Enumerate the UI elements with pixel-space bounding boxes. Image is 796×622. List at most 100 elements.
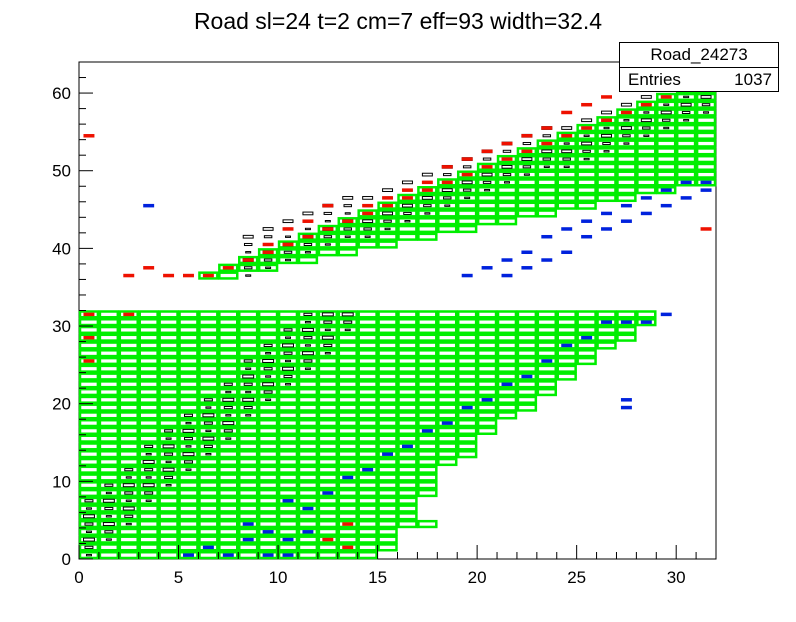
road-box-lower-cell bbox=[138, 325, 159, 335]
occupancy-box bbox=[683, 119, 690, 122]
road-box-lower-cell bbox=[138, 318, 159, 327]
road-box-lower-cell bbox=[277, 488, 299, 498]
occupancy-box bbox=[623, 142, 630, 145]
road-box-lower-cell bbox=[118, 372, 139, 381]
road-box-lower-cell bbox=[178, 512, 199, 521]
road-box-upper-cell bbox=[516, 162, 538, 171]
road-box-upper-cell bbox=[496, 154, 518, 164]
blue-hit bbox=[282, 553, 294, 557]
road-box-lower-cell bbox=[98, 442, 120, 451]
road-box-upper-cell bbox=[636, 123, 657, 133]
road-box-upper-cell bbox=[675, 116, 697, 125]
occupancy-box bbox=[561, 126, 573, 130]
road-box-lower-cell bbox=[337, 473, 358, 482]
road-box-lower-cell bbox=[616, 310, 637, 319]
road-box-lower-cell bbox=[377, 519, 398, 529]
road-box-lower-cell bbox=[198, 488, 219, 498]
blue-hit bbox=[620, 398, 632, 402]
road-box-lower-cell bbox=[516, 387, 538, 397]
occupancy-box bbox=[581, 141, 593, 146]
road-box-lower-cell bbox=[456, 356, 478, 366]
red-hit bbox=[441, 180, 453, 185]
road-box-lower-cell bbox=[337, 543, 358, 552]
road-box-lower-cell bbox=[357, 457, 378, 467]
road-box-upper-cell bbox=[456, 224, 478, 234]
road-box-lower-cell bbox=[98, 434, 120, 443]
red-hit bbox=[382, 196, 394, 200]
road-box-lower-cell bbox=[277, 318, 299, 327]
road-box-upper-cell bbox=[675, 154, 697, 164]
occupancy-box bbox=[122, 506, 135, 511]
road-box-lower-cell bbox=[198, 310, 219, 319]
occupancy-box bbox=[364, 235, 371, 238]
road-box-upper-cell bbox=[636, 154, 657, 164]
road-box-lower-cell bbox=[98, 527, 120, 536]
y-tick-label: 60 bbox=[52, 84, 71, 103]
road-box-upper-cell bbox=[496, 193, 518, 203]
road-box-lower-cell bbox=[238, 481, 259, 490]
road-box-lower-cell bbox=[297, 519, 319, 529]
road-box-lower-cell bbox=[158, 488, 179, 498]
blue-hit bbox=[680, 196, 692, 200]
road-box-lower-cell bbox=[118, 418, 139, 428]
red-hit bbox=[123, 312, 135, 317]
road-box-lower-cell bbox=[158, 318, 179, 327]
road-box-upper-cell bbox=[536, 201, 557, 210]
road-box-upper-cell bbox=[636, 170, 657, 179]
road-box-lower-cell bbox=[238, 457, 259, 467]
road-box-lower-cell bbox=[357, 543, 378, 552]
x-tick-label: 0 bbox=[74, 568, 83, 587]
road-box-lower-cell bbox=[417, 411, 438, 420]
road-box-lower-cell bbox=[417, 333, 438, 342]
occupancy-box bbox=[643, 111, 650, 114]
road-box-upper-cell bbox=[437, 224, 458, 234]
road-box-upper-cell bbox=[636, 186, 657, 195]
road-box-lower-cell bbox=[337, 550, 358, 560]
occupancy-box bbox=[84, 545, 94, 549]
road-box-lower-cell bbox=[218, 426, 239, 435]
occupancy-box bbox=[164, 475, 174, 480]
occupancy-box bbox=[542, 157, 552, 161]
road-box-lower-cell bbox=[78, 411, 100, 420]
road-box-lower-cell bbox=[337, 535, 358, 544]
road-box-lower-cell bbox=[218, 411, 239, 420]
road-box-upper-cell bbox=[576, 178, 597, 187]
occupancy-box bbox=[102, 522, 115, 527]
road-box-lower-cell bbox=[98, 465, 120, 474]
road-box-upper-cell bbox=[616, 139, 637, 148]
road-box-lower-cell bbox=[397, 488, 418, 498]
road-box-lower-cell bbox=[78, 349, 100, 358]
road-box-lower-cell bbox=[496, 411, 518, 420]
road-box-lower-cell bbox=[297, 349, 319, 358]
road-box-lower-cell bbox=[317, 450, 339, 459]
occupancy-box bbox=[102, 498, 115, 503]
road-box-upper-cell bbox=[437, 193, 458, 203]
road-box-lower-cell bbox=[257, 356, 279, 366]
road-box-lower-cell bbox=[317, 434, 339, 443]
road-box-lower-cell bbox=[118, 310, 139, 319]
road-box-lower-cell bbox=[417, 465, 438, 474]
road-box-upper-cell bbox=[357, 217, 378, 226]
road-box-lower-cell bbox=[357, 403, 378, 412]
occupancy-box bbox=[85, 507, 92, 510]
blue-hit bbox=[561, 250, 573, 255]
road-box-lower-cell bbox=[238, 341, 259, 350]
road-box-lower-cell bbox=[118, 434, 139, 443]
road-box-lower-cell bbox=[437, 356, 458, 366]
road-box-lower-cell bbox=[576, 318, 597, 327]
road-box-lower-cell bbox=[556, 356, 577, 366]
road-box-upper-cell bbox=[397, 209, 418, 218]
road-box-lower-cell bbox=[417, 457, 438, 467]
road-box-lower-cell bbox=[138, 550, 159, 560]
red-hit bbox=[302, 219, 314, 223]
road-box-lower-cell bbox=[357, 450, 378, 459]
road-box-lower-cell bbox=[178, 387, 199, 397]
occupancy-box bbox=[122, 483, 135, 488]
occupancy-box bbox=[502, 149, 512, 153]
road-box-upper-cell bbox=[496, 217, 518, 226]
road-box-lower-cell bbox=[198, 333, 219, 342]
occupancy-box bbox=[523, 173, 530, 176]
road-box-lower-cell bbox=[297, 418, 319, 428]
road-box-lower-cell bbox=[476, 411, 498, 420]
road-box-lower-cell bbox=[277, 380, 299, 389]
